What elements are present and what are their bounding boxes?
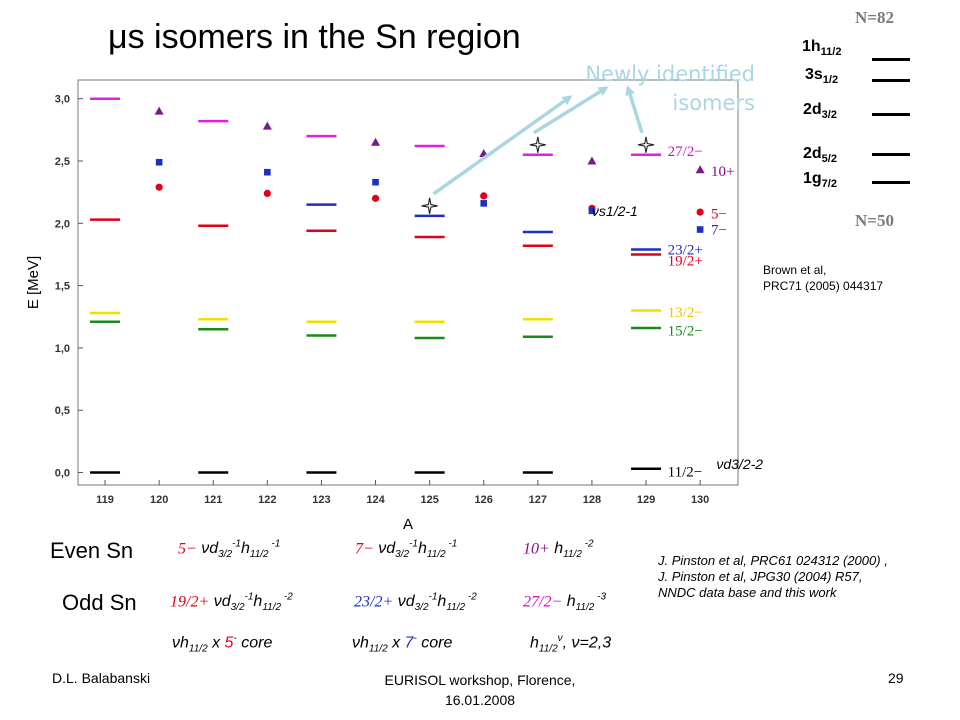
x-tick-label: 129	[637, 494, 655, 506]
even-cfg-5minus: 5− νd3/2-1h11/2 -1	[178, 539, 281, 561]
odd-cfg-23-2plus: 23/2+ νd3/2-1h11/2 -2	[354, 592, 477, 614]
orbital-2d3-2: 2d3/2	[803, 101, 837, 122]
y-tick-label: 3,0	[55, 94, 70, 106]
orbital-line-1h11-2	[872, 58, 910, 61]
x-tick-label: 126	[475, 494, 493, 506]
core-cfg-5: νh11/2 x 5- core	[172, 633, 273, 655]
odd-cfg-19-2plus: 19/2+ νd3/2-1h11/2 -2	[170, 592, 293, 614]
point-triangle	[371, 137, 381, 146]
x-tick-label: 119	[96, 494, 114, 506]
x-tick-label: 122	[258, 494, 276, 506]
new-isomer-star	[637, 136, 655, 153]
y-tick-label: 0,5	[55, 405, 70, 417]
orbital-line-2d3-2	[872, 113, 910, 116]
brown-reference: Brown et al, PRC71 (2005) 044317	[763, 263, 884, 293]
y-tick-label: 2,0	[55, 218, 70, 230]
spin-label: 27/2−	[668, 144, 703, 160]
point-circle	[480, 192, 488, 200]
x-tick-label: 123	[312, 494, 330, 506]
x-tick-label: 121	[204, 494, 222, 506]
spin-label: 11/2−	[668, 464, 703, 480]
orbital-2d5-2: 2d5/2	[803, 145, 837, 166]
page-title: μs isomers in the Sn region	[108, 18, 521, 56]
y-tick-label: 0,0	[55, 468, 70, 480]
spin-label: 5−	[711, 206, 727, 222]
x-tick-label: 124	[366, 494, 385, 506]
data-points	[154, 106, 705, 233]
x-tick-label: 125	[420, 494, 438, 506]
orbital-line-3s1-2	[872, 79, 910, 82]
pinston-reference: J. Pinston et al, PRC61 024312 (2000) , …	[658, 553, 888, 600]
y-tick-label: 1,5	[55, 281, 70, 293]
new-isomer-markers	[421, 136, 655, 215]
n50-label: N=50	[855, 211, 894, 230]
spin-label: 23/2+	[668, 242, 703, 258]
even-sn-label: Even Sn	[50, 538, 134, 563]
point-triangle	[262, 121, 272, 130]
even-cfg-7minus: 7− νd3/2-1h11/2 -1	[355, 539, 458, 561]
y-tick-label: 2,5	[55, 156, 70, 168]
footer-author: D.L. Balabanski	[52, 670, 151, 686]
level-lines	[90, 97, 662, 474]
orbital-1h11-2: 1h11/2	[802, 38, 842, 59]
x-tick-label: 130	[691, 494, 709, 506]
x-axis-label: A	[403, 516, 413, 533]
point-square	[264, 168, 271, 176]
newly-identified-label: Newly identified isomers	[585, 62, 755, 115]
spin-annotations: 27/2− 10+ 5−7− 23/2+19/2+ 13/2− 15/2− 11/2− νs1…	[592, 144, 763, 480]
n82-label: N=82	[855, 8, 894, 27]
even-cfg-10plus: 10+ h11/2 -2	[523, 539, 594, 561]
orbital-1g7-2: 1g7/2	[803, 170, 837, 191]
arrow-line	[532, 86, 609, 135]
point-triangle	[695, 165, 705, 174]
point-circle	[155, 183, 163, 191]
orbital-line-2d5-2	[872, 153, 910, 156]
seniority-cfg: h11/2ν, ν=2,3	[530, 633, 612, 655]
odd-cfg-27-2minus: 27/2− h11/2 -3	[523, 592, 607, 614]
spin-label: 10+	[711, 164, 734, 180]
spin-label: 13/2−	[668, 305, 703, 321]
chart-axes: 119 120 121 122 123 124 125 126 127 128 129 130 0,0 0…	[25, 79, 739, 533]
arrow-line	[432, 95, 573, 196]
point-square	[696, 226, 704, 233]
point-square	[588, 207, 596, 215]
point-circle	[696, 208, 704, 216]
x-tick-label: 127	[529, 494, 547, 506]
point-circle	[263, 189, 271, 197]
y-axis-label: E [MeV]	[25, 256, 42, 309]
new-isomer-arrows	[432, 85, 644, 196]
orbital-label: νd3/2-2	[716, 456, 763, 472]
point-square	[155, 158, 163, 166]
point-square	[480, 200, 488, 207]
point-square	[372, 178, 379, 186]
spin-label: 15/2−	[668, 323, 703, 339]
new-isomer-star	[421, 197, 438, 215]
orbital-label: νs1/2-1	[592, 203, 638, 219]
x-tick-label: 128	[583, 494, 601, 506]
footer-event: EURISOL workshop, Florence, 16.01.2008	[384, 672, 576, 708]
core-cfg-7: νh11/2 x 7- core	[352, 633, 453, 655]
point-triangle	[587, 156, 597, 165]
x-tick-label: 120	[150, 494, 168, 506]
orbital-line-1g7-2	[872, 181, 910, 184]
plot-frame	[77, 79, 739, 486]
arrow-line	[625, 85, 644, 134]
new-isomer-star	[529, 136, 546, 153]
spin-label: 7−	[711, 223, 727, 239]
y-tick-label: 1,0	[55, 343, 70, 355]
spin-label: 19/2+	[668, 254, 703, 270]
point-circle	[371, 194, 380, 202]
odd-sn-label: Odd Sn	[62, 590, 137, 615]
point-triangle	[154, 106, 164, 115]
orbital-3s1-2: 3s1/2	[805, 66, 839, 87]
footer-page-number: 29	[888, 670, 904, 686]
